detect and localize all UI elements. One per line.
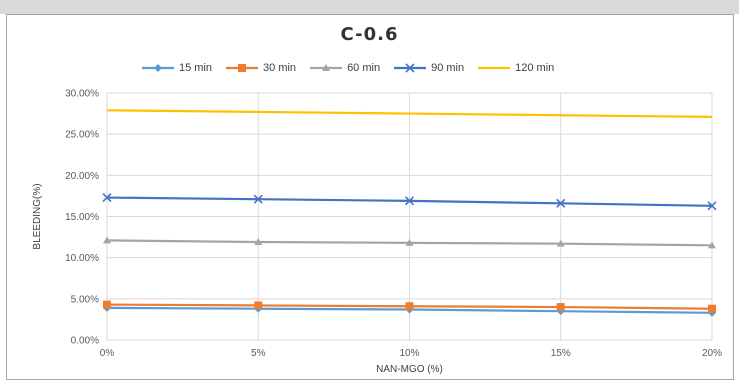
y-tick-label: 0.00% — [71, 336, 99, 347]
legend-item-30-min: 30 min — [226, 62, 296, 74]
data-point-30-min — [103, 300, 111, 309]
legend: 15 min 30 min 60 min 90 min 120 min — [142, 60, 554, 76]
legend-label-60-min: 60 min — [347, 62, 381, 74]
data-point-90-min — [102, 192, 112, 203]
legend-item-60-min: 60 min — [310, 62, 380, 74]
y-tick-label: 20.00% — [65, 171, 99, 182]
data-point-90-min — [404, 196, 415, 206]
data-point-60-min — [556, 239, 565, 247]
y-tick-label: 30.00% — [65, 89, 99, 100]
legend-swatch-15-min — [142, 62, 174, 74]
legend-item-15-min: 15 min — [142, 62, 212, 74]
data-point-30-min — [708, 304, 716, 313]
x-axis-title: NAN-MGO (%) — [376, 364, 443, 375]
y-tick-label: 5.00% — [71, 294, 99, 305]
chart-title: C-0.6 — [340, 24, 399, 45]
legend-swatch-90-min — [394, 62, 427, 74]
legend-label-90-min: 90 min — [431, 62, 465, 74]
x-tick-label: 15% — [551, 348, 571, 359]
legend-marker-90-min — [405, 63, 415, 73]
legend-swatch-30-min — [226, 62, 259, 74]
top-strip — [0, 0, 739, 14]
x-tick-label: 10% — [399, 348, 419, 359]
data-point-60-min — [405, 238, 414, 246]
data-point-90-min — [556, 198, 566, 208]
y-tick-label: 10.00% — [65, 253, 99, 264]
x-tick-label: 20% — [702, 348, 722, 359]
data-point-30-min — [405, 302, 414, 311]
legend-item-120-min: 120 min — [478, 62, 554, 74]
y-axis-title: BLEEDING(%) — [32, 183, 43, 249]
data-point-30-min — [556, 303, 565, 312]
legend-marker-15-min — [154, 64, 162, 72]
y-tick-label: 25.00% — [65, 130, 99, 141]
y-tick-label: 15.00% — [65, 212, 99, 223]
x-tick-label: 5% — [251, 348, 266, 359]
data-point-60-min — [254, 238, 263, 246]
legend-item-90-min: 90 min — [394, 62, 464, 74]
x-tick-label: 0% — [100, 348, 115, 359]
legend-swatch-120-min — [478, 62, 511, 74]
legend-swatch-60-min — [310, 62, 343, 74]
legend-label-30-min: 30 min — [263, 62, 297, 74]
legend-marker-60-min — [322, 64, 331, 71]
data-point-30-min — [254, 301, 263, 310]
legend-marker-30-min — [238, 64, 247, 72]
data-point-60-min — [103, 236, 111, 244]
data-point-90-min — [253, 194, 263, 204]
legend-label-120-min: 120 min — [515, 62, 555, 74]
legend-label-15-min: 15 min — [179, 62, 213, 74]
series-line-120-min — [106, 109, 713, 118]
data-point-60-min — [708, 241, 716, 249]
data-point-90-min — [707, 201, 717, 211]
